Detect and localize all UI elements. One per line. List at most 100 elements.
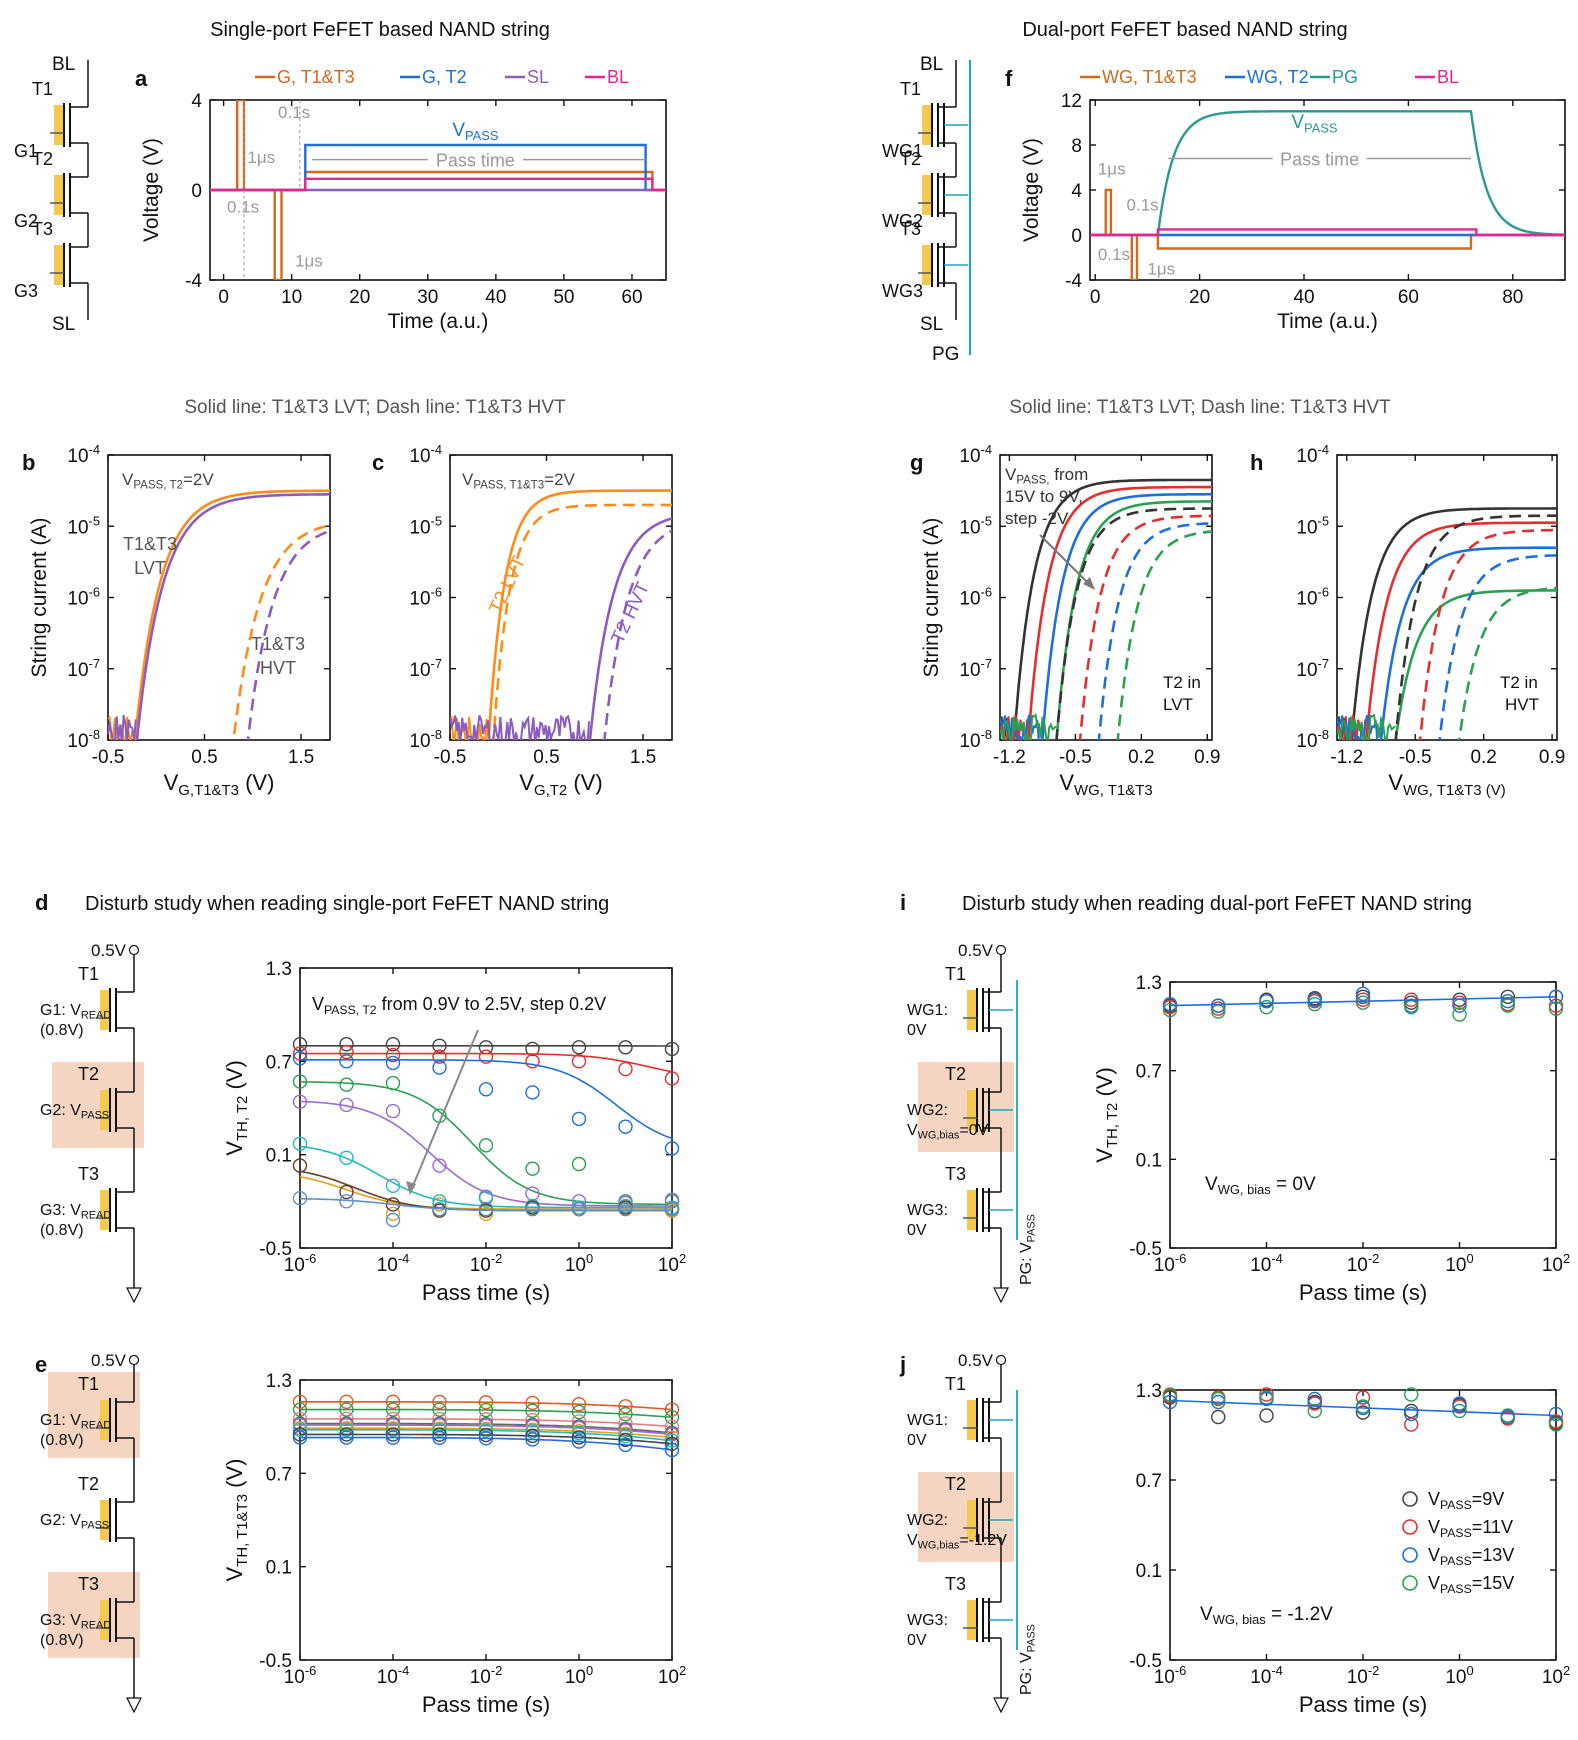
noise-trace [1337,713,1396,740]
data-point [292,1422,308,1437]
data-point [1500,994,1515,1009]
x-tick-label: 10-4 [377,1663,410,1688]
data-point [1548,1417,1564,1432]
transistor-label: T3 [32,219,53,239]
data-point [292,1037,308,1052]
gate-label: 0V [907,1432,927,1449]
data-point [664,1141,680,1156]
iv-curve [246,529,330,740]
data-point [339,1184,354,1200]
x-tick-label: 50 [553,287,574,308]
x-tick-label: -0.5 [434,747,467,768]
data-point [525,1085,540,1100]
annotation: HVT [1505,695,1539,714]
highlight-shade [918,1062,1014,1152]
highlight-shade [52,1062,144,1148]
x-axis-label-main: V [164,770,179,795]
y-tick-label: 0.7 [1136,1062,1162,1083]
legend-label: VPASS=13V [1428,1545,1514,1568]
data-point [571,1430,587,1445]
gate-label: WG3: [907,1202,948,1219]
y-axis-label: String current (A) [28,518,51,678]
ferro-layer [100,1400,110,1440]
data-point [339,1402,354,1417]
data-point [1355,1405,1371,1420]
data-point [385,1394,401,1410]
data-point [571,1111,587,1127]
fit-curve [300,1197,672,1212]
x-tick-label: 80 [1502,287,1523,308]
ferro-layer [967,990,977,1030]
annotation: T1&T3 [123,534,177,554]
data-point [1307,1403,1322,1419]
data-point [571,1404,587,1420]
supply-label: 0.5V [958,1351,994,1370]
condition-label-main: V [122,470,134,489]
condition-label: VPASS, T2 from 0.9V to 2.5V, step 0.2V [312,994,606,1017]
data-point [292,1427,308,1442]
y-tick-label: 10-7 [409,656,442,681]
data-point [339,1077,354,1092]
x-tick-label: 30 [417,287,438,308]
legend-marker [1402,1575,1418,1591]
data-point [385,1047,401,1063]
data-point [339,1150,354,1165]
y-tick-label: 10-8 [1296,727,1329,752]
data-point [385,1206,401,1221]
trend-arrow [1039,534,1091,586]
y-tick-label: 0.7 [1136,1471,1162,1492]
panel-label-h: h [1250,450,1263,475]
gate-label-main: V [907,1122,918,1139]
ferro-layer [922,105,932,145]
interval-label: 0.1s [1098,245,1130,264]
data-point [432,1049,447,1064]
y-tick-label: 1.3 [266,1371,292,1392]
data-point [571,1054,587,1069]
subtitle-right: Solid line: T1&T3 LVT; Dash line: T1&T3 … [1009,397,1391,418]
gate-label: WG3: [907,1612,948,1629]
x-tick-label: 60 [621,287,642,308]
data-point [385,1422,401,1438]
annotation: T2 in [1500,673,1538,692]
data-point [432,1394,447,1410]
x-axis-label-sub: G,T1&T3 [178,782,239,799]
series-line [210,100,666,280]
data-point [1211,1409,1226,1425]
fit-curve [300,1408,672,1419]
y-tick-label: 10-4 [1296,442,1329,467]
data-point [618,1061,633,1077]
noise-trace [108,715,137,740]
x-tick-label: 40 [1293,287,1314,308]
x-tick-label: 60 [1398,287,1419,308]
data-point [525,1424,540,1439]
legend-label: VPASS=15V [1428,1573,1514,1596]
arrow-head [1083,577,1095,590]
vpass-label: VPASS [1291,112,1338,135]
supply-node [128,944,140,956]
noise-trace [1000,714,1040,740]
transistor-label: T3 [945,1574,966,1594]
data-point [664,1192,680,1207]
data-point [292,1094,308,1109]
fit-curve [300,1424,672,1436]
data-point [664,1402,680,1417]
condition-label-rest: =2V [544,470,575,489]
interval-label: 1μs [247,148,275,167]
legend-label-sub: PASS [1440,1498,1472,1512]
gate-label: G1: VREAD [40,1412,111,1432]
legend-label-sub: PASS [1440,1526,1472,1540]
data-point [292,1394,308,1409]
gate-label-main: G3: V [40,1612,81,1629]
interval-label: 1μs [1098,159,1126,178]
y-axis-label-main: V [1092,1148,1117,1163]
gate-label: WG2: [907,1102,948,1119]
panel-label-e: e [35,1352,47,1377]
condition-label: 15V to 9V, [1005,487,1083,506]
x-tick-label: 10-2 [1347,1251,1380,1276]
transistor-label: T2 [945,1064,966,1084]
x-axis-label: VWG, T1&T3 (V) [1388,770,1505,799]
gate-label-main: G1: V [40,1002,81,1019]
gate-label-sub: WG,bias [918,1540,960,1552]
highlight-shade [918,1472,1014,1562]
